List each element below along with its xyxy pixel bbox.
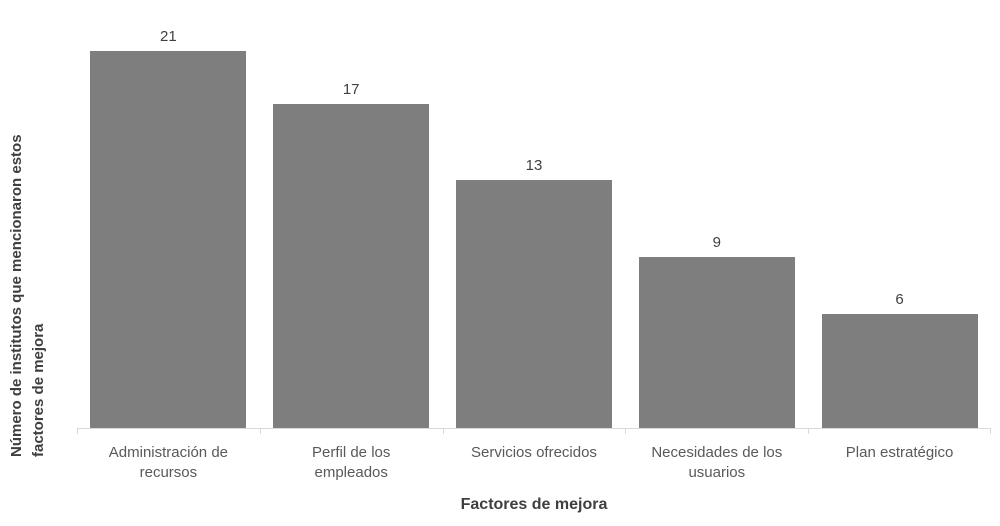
x-axis-tick — [259, 428, 261, 434]
category-label: Plan estratégico — [845, 444, 954, 461]
x-axis-tick — [808, 428, 810, 434]
x-axis-tick — [442, 428, 444, 434]
bar — [273, 104, 430, 428]
category-label: Necesidades de los usuarios — [651, 444, 783, 481]
x-axis-tick — [990, 428, 991, 434]
bar-value-label: 21 — [160, 28, 177, 45]
y-axis-title-line2: factores de mejora — [30, 323, 47, 457]
category-label: Administración de recursos — [108, 444, 229, 481]
category-axis-labels: Administración de recursos Perfil de los … — [77, 443, 991, 483]
y-axis-title-line1: Número de institutos que mencionaron est… — [8, 134, 25, 457]
category-label: Servicios ofrecidos — [471, 444, 597, 461]
y-axis-title: Número de institutos que mencionaron est… — [6, 57, 50, 457]
plot-area: 21 17 13 9 6 — [77, 28, 991, 434]
bar — [90, 51, 247, 428]
bar-value-label: 13 — [525, 157, 543, 175]
x-axis-tick — [77, 428, 78, 434]
bar-cell: 13 — [443, 28, 626, 428]
bar-value-label: 9 — [712, 233, 721, 251]
category-label: Perfil de los empleados — [312, 444, 391, 481]
bar — [455, 180, 612, 428]
bar-cell: 17 — [260, 28, 443, 428]
bars-container: 21 17 13 9 6 — [77, 28, 991, 428]
x-axis-title: Factores de mejora — [460, 496, 608, 513]
bar-cell: 21 — [77, 28, 260, 428]
bar-cell: 6 — [808, 28, 991, 428]
bar — [638, 256, 795, 428]
bar-value-label: 17 — [342, 81, 360, 99]
bar-cell: 9 — [625, 28, 808, 428]
x-axis-tick — [625, 428, 627, 434]
x-axis-line — [77, 428, 991, 429]
bar-value-label: 6 — [895, 290, 904, 308]
bar — [821, 313, 978, 428]
